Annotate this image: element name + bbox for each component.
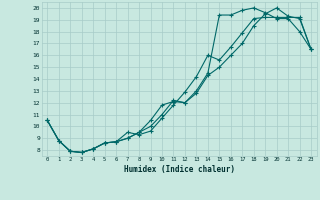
X-axis label: Humidex (Indice chaleur): Humidex (Indice chaleur) xyxy=(124,165,235,174)
